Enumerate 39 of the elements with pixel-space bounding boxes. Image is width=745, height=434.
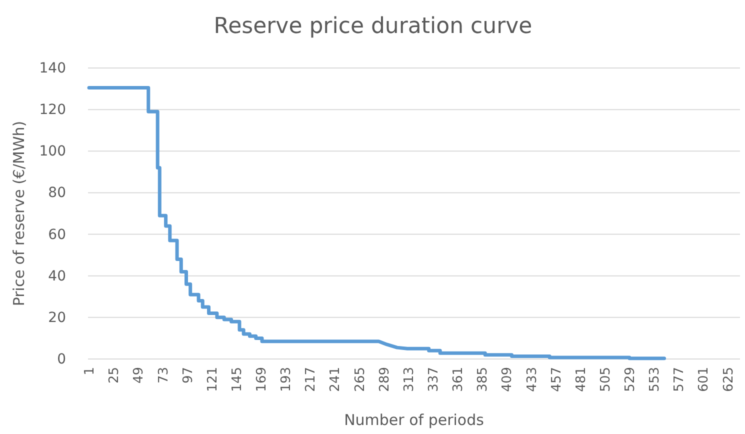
x-tick-label: 337 [426,367,442,392]
x-tick-label: 553 [648,367,663,392]
x-tick-label: 361 [451,367,466,392]
y-tick-label: 20 [48,310,66,326]
chart-title: Reserve price duration curve [214,14,532,39]
x-tick-label: 481 [574,367,589,392]
x-tick-label: 265 [352,367,368,392]
x-tick-label: 457 [549,367,564,392]
y-axis-title: Price of reserve (€/MWh) [10,120,28,306]
x-tick-label: 121 [205,367,220,392]
x-tick-label: 505 [598,367,614,392]
x-tick-label: 241 [328,367,344,392]
x-tick-label: 73 [156,367,172,384]
x-tick-label: 145 [230,367,245,392]
y-tick-label: 60 [48,226,66,243]
y-tick-label: 100 [39,144,66,160]
x-tick-label: 25 [107,367,122,384]
x-tick-label: 97 [180,367,196,384]
x-tick-label: 1 [82,367,98,376]
y-tick-label: 40 [48,268,66,284]
x-tick-label: 49 [132,367,147,384]
x-tick-label: 433 [524,367,540,392]
x-tick-label: 169 [254,367,270,392]
y-tick-label: 140 [39,60,66,76]
x-tick-label: 217 [304,367,319,392]
x-tick-label: 385 [476,367,491,392]
x-tick-label: 313 [402,367,417,392]
x-tick-label: 409 [500,367,516,392]
x-tick-label: 193 [279,367,294,392]
x-axis-title: Number of periods [344,411,484,429]
y-tick-label: 0 [57,351,66,368]
x-tick-label: 601 [696,367,712,392]
line-series [87,86,666,360]
x-tick-label: 625 [721,367,736,392]
x-tick-label: 529 [623,367,638,392]
x-tick-label: 289 [377,367,392,392]
y-tick-label: 120 [39,102,66,118]
x-tick-label: 577 [672,367,688,392]
y-tick-label: 80 [48,185,66,202]
